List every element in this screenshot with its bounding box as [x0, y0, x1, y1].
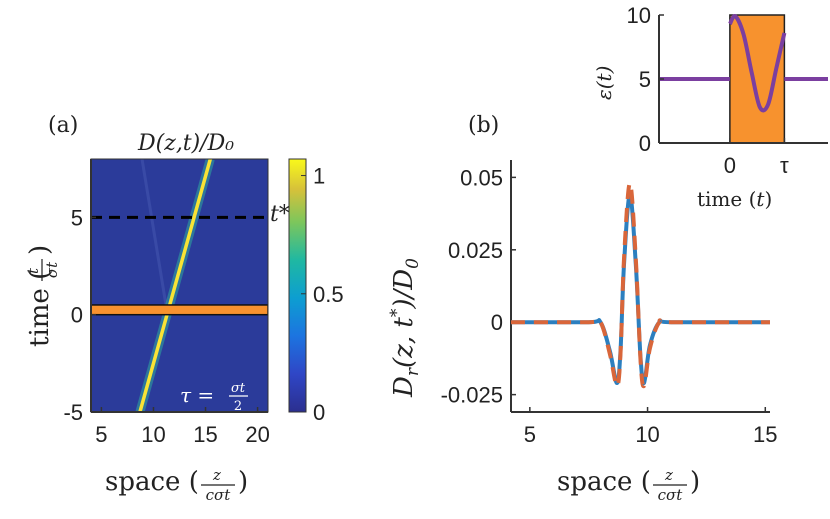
inset-y-ticks: 10 5 0: [627, 3, 664, 156]
tau-numerator: σt: [231, 381, 246, 396]
heatmap-xlabel: space ( z cσt ): [105, 466, 248, 504]
heatmap-y-tick-label: -5: [63, 400, 83, 425]
lineplot-xlabel-close: ): [690, 467, 700, 497]
heatmap-ylabel-den: σt: [43, 261, 61, 278]
heatmap-y-tick-label: 0: [71, 303, 83, 328]
inset-x-tick-label: 0: [724, 153, 736, 178]
series-dashed-line: [511, 181, 771, 389]
heatmap-pulse-line: [138, 159, 213, 412]
heatmap-x-tick-label: 15: [193, 422, 217, 447]
lineplot-x-ticks: 5 10 15: [524, 407, 778, 447]
heatmap-x-ticks: 5 10 15 20: [95, 407, 270, 447]
inset-ylabel: ε(t): [592, 66, 616, 100]
heatmap-ylabel-close: ): [25, 245, 55, 255]
line-plot: 5 10 15 0.05 0.025 0 -0.025: [441, 160, 778, 447]
lineplot-y-tick-label: 0: [491, 310, 503, 335]
inset-y-tick-label: 10: [627, 3, 651, 28]
lineplot-xlabel: space ( z cσt ): [557, 466, 700, 504]
inset-y-tick-label: 5: [639, 67, 651, 92]
heatmap-plot: 5 10 15 20 -5 0 5 t* τ = σt 2: [63, 158, 290, 447]
inset-x-tick-label: τ: [780, 153, 789, 178]
tau-denominator: 2: [234, 399, 242, 414]
heatmap-background: [91, 159, 268, 412]
heatmap-x-tick-label: 10: [141, 422, 165, 447]
panel-a-title: D(z,t)/D₀: [137, 131, 234, 156]
inset-y-tick-label: 0: [639, 131, 651, 156]
heatmap-xlabel-num: z: [212, 466, 221, 484]
inset-epsilon-line: [659, 14, 828, 113]
heatmap-ghost-line: [140, 159, 168, 306]
inset-ylabel-text: ε(t): [592, 66, 616, 100]
panel-a-label: (a): [48, 113, 78, 138]
colorbar-tick-label: 0: [313, 400, 325, 425]
lineplot-x-tick-label: 5: [524, 422, 536, 447]
heatmap-y-tick-label: 5: [71, 205, 83, 230]
heatmap-ylabel: time ( t σt ): [24, 245, 61, 347]
colorbar-tick-label: 0.5: [313, 282, 344, 307]
lineplot-y-tick-label: -0.025: [441, 383, 503, 408]
panel-b-label: (b): [468, 113, 499, 138]
inset-orange-rect: [729, 14, 786, 144]
lineplot-xlabel-den: cσt: [658, 486, 684, 504]
colorbar: 10.50: [288, 158, 344, 425]
heatmap-xlabel-space: space (: [105, 467, 199, 497]
heatmap-y-ticks: -5 0 5: [63, 205, 96, 425]
colorbar-ticks: 10.50: [301, 164, 344, 425]
lineplot-y-ticks: 0.05 0.025 0 -0.025: [441, 165, 516, 408]
lineplot-y-tick-label: 0.025: [448, 238, 503, 263]
lineplot-ylabel: Dr(z, t*)/D0: [387, 258, 423, 398]
lineplot-ylabel-text: Dr(z, t*)/D0: [387, 258, 423, 398]
heatmap-orange-band: [91, 304, 268, 316]
tau-annotation: τ = σt 2: [180, 381, 248, 414]
tstar-label: t*: [270, 202, 290, 227]
lineplot-xlabel-num: z: [664, 466, 673, 484]
heatmap-xlabel-close: ): [238, 467, 248, 497]
colorbar-strip: [288, 158, 307, 413]
lineplot-xlabel-space: space (: [557, 467, 651, 497]
lineplot-y-tick-label: 0.05: [460, 165, 503, 190]
lineplot-x-tick-label: 15: [753, 422, 777, 447]
heatmap-ylabel-time: time (: [25, 270, 55, 347]
colorbar-tick-label: 1: [313, 164, 325, 189]
heatmap-x-tick-label: 5: [95, 422, 107, 447]
heatmap-ylabel-num: t: [24, 267, 42, 274]
lineplot-x-tick-label: 10: [635, 422, 659, 447]
heatmap-xlabel-den: cσt: [206, 486, 232, 504]
heatmap-x-tick-label: 20: [245, 422, 269, 447]
tau-text: τ =: [180, 383, 214, 407]
inset-xlabel: time (t): [697, 187, 772, 211]
